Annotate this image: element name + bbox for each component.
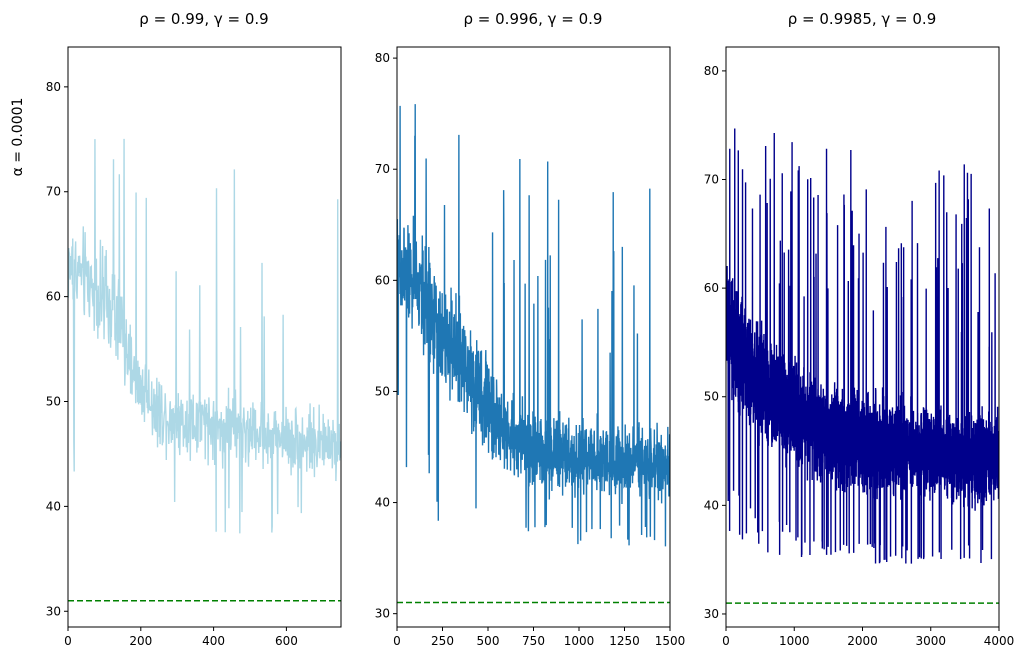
y-tick-label: 50	[46, 395, 61, 409]
x-tick-label: 1500	[655, 634, 686, 648]
subplot-1-title: ρ = 0.99, γ = 0.9	[139, 10, 268, 28]
y-tick-label: 80	[375, 51, 390, 65]
x-tick-label: 1000	[779, 634, 810, 648]
x-tick-label: 1250	[609, 634, 640, 648]
y-tick-label: 40	[704, 498, 719, 512]
subplot-2: ρ = 0.996, γ = 0.9 0 250 500 750 1000 1250 150…	[375, 10, 686, 648]
x-tick-label: 3000	[915, 634, 946, 648]
row-label: α = 0.0001	[10, 98, 26, 177]
x-tick-label: 0	[722, 634, 730, 648]
y-tick-label: 70	[704, 173, 719, 187]
series-line	[397, 104, 670, 547]
x-tick-label: 2000	[847, 634, 878, 648]
y-tick-label: 30	[375, 607, 390, 621]
x-tick-label: 600	[275, 634, 298, 648]
x-tick-label: 500	[477, 634, 500, 648]
y-tick-label: 70	[46, 185, 61, 199]
y-tick-label: 30	[704, 607, 719, 621]
y-tick-label: 30	[46, 604, 61, 618]
x-tick-label: 250	[431, 634, 454, 648]
subplot-2-title: ρ = 0.996, γ = 0.9	[464, 10, 603, 28]
x-tick-label: 4000	[984, 634, 1015, 648]
y-tick-label: 50	[704, 390, 719, 404]
y-tick-label: 80	[704, 64, 719, 78]
x-tick-label: 200	[129, 634, 152, 648]
y-tick-label: 70	[375, 162, 390, 176]
y-tick-label: 80	[46, 80, 61, 94]
y-tick-label: 60	[704, 281, 719, 295]
x-tick-label: 0	[64, 634, 72, 648]
series-line	[726, 128, 999, 564]
y-tick-label: 40	[46, 499, 61, 513]
x-tick-label: 0	[393, 634, 401, 648]
subplot-3-title: ρ = 0.9985, γ = 0.9	[788, 10, 936, 28]
x-tick-label: 750	[522, 634, 545, 648]
y-tick-label: 50	[375, 384, 390, 398]
y-tick-label: 60	[375, 273, 390, 287]
y-tick-label: 60	[46, 290, 61, 304]
x-tick-label: 400	[202, 634, 225, 648]
subplot-1: ρ = 0.99, γ = 0.9 0 200 400 600 30 40 50 60 70 80	[46, 10, 342, 648]
subplot-3: ρ = 0.9985, γ = 0.9 0 1000 2000 3000 4000 30 4…	[704, 10, 1015, 648]
y-tick-label: 40	[375, 496, 390, 510]
axes-frame	[67, 46, 342, 628]
series-line	[68, 138, 341, 534]
x-tick-label: 1000	[564, 634, 595, 648]
